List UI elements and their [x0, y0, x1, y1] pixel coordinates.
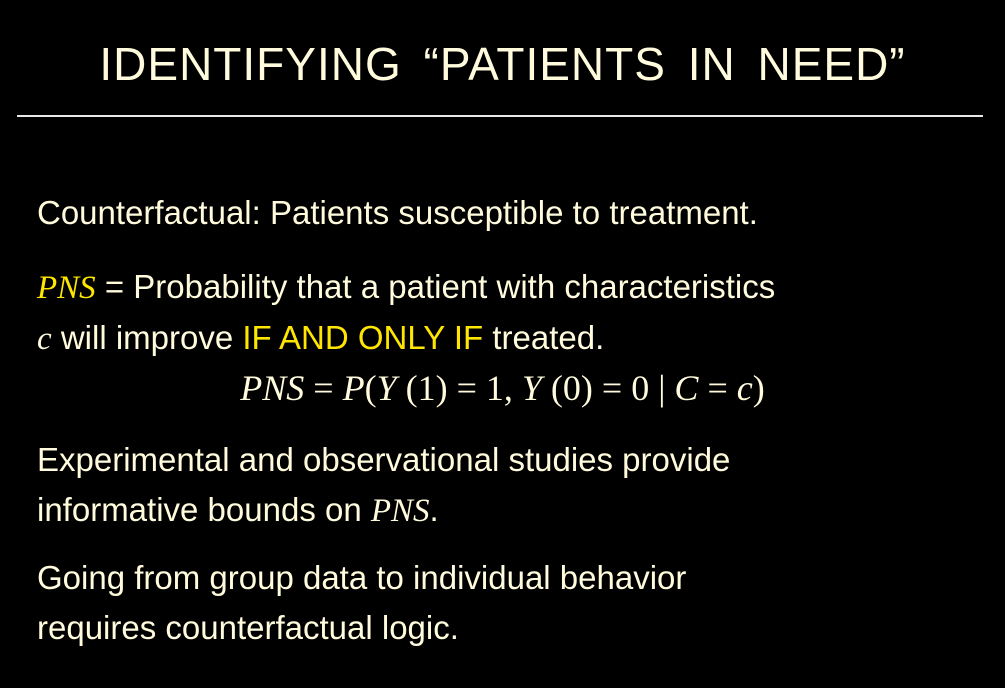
formula-arg0: (0) = 0 | [541, 368, 675, 408]
formula-y1: Y [376, 368, 397, 408]
pns-definition-end: treated. [483, 319, 605, 356]
variable-c: c [37, 321, 52, 357]
formula-open-paren: ( [364, 368, 377, 408]
slide-title: IDENTIFYING “PATIENTS IN NEED” [99, 38, 906, 90]
bounds-line-2-text: informative bounds on [37, 491, 371, 528]
formula-y0: Y [521, 368, 542, 408]
pns-definition-line-1: PNS = Probability that a patient with ch… [37, 262, 775, 313]
pns-definition-text: = Probability that a patient with charac… [95, 268, 776, 305]
pns-definition-mid: will improve [51, 319, 243, 356]
bullet-counterfactual-text: Counterfactual: Patients susceptible to … [37, 194, 758, 231]
formula-arg1: (1) = 1, [396, 368, 522, 408]
formula-equals: = [304, 368, 343, 408]
pns-definition-line-2: c will improve IF AND ONLY IF treated. [37, 313, 775, 364]
bounds-period: . [429, 491, 439, 528]
formula-close-paren: ) [752, 368, 765, 408]
pns-term-2: PNS [370, 493, 430, 529]
formula-lhs: PNS [240, 368, 305, 408]
formula-equals-2: = [698, 368, 737, 408]
pns-formula: PNS = P(Y (1) = 1, Y (0) = 0 | C = c) [0, 362, 1005, 414]
bullet-bounds: Experimental and observational studies p… [37, 435, 730, 536]
bullet-pns-definition: PNS = Probability that a patient with ch… [37, 262, 775, 364]
bounds-line-2: informative bounds on PNS. [37, 485, 730, 536]
bullet-group-to-individual: Going from group data to individual beha… [37, 553, 686, 653]
iff-highlight: IF AND ONLY IF [242, 319, 484, 356]
bullet-counterfactual: Counterfactual: Patients susceptible to … [37, 188, 758, 238]
group-line-1: Going from group data to individual beha… [37, 559, 687, 596]
pns-term: PNS [37, 270, 96, 306]
group-line-2: requires counterfactual logic. [37, 609, 459, 646]
formula-cap-c: C [674, 368, 699, 408]
formula-low-c: c [736, 368, 753, 408]
formula-p: P [342, 368, 365, 408]
title-divider [17, 115, 983, 117]
bounds-line-1: Experimental and observational studies p… [37, 441, 731, 478]
